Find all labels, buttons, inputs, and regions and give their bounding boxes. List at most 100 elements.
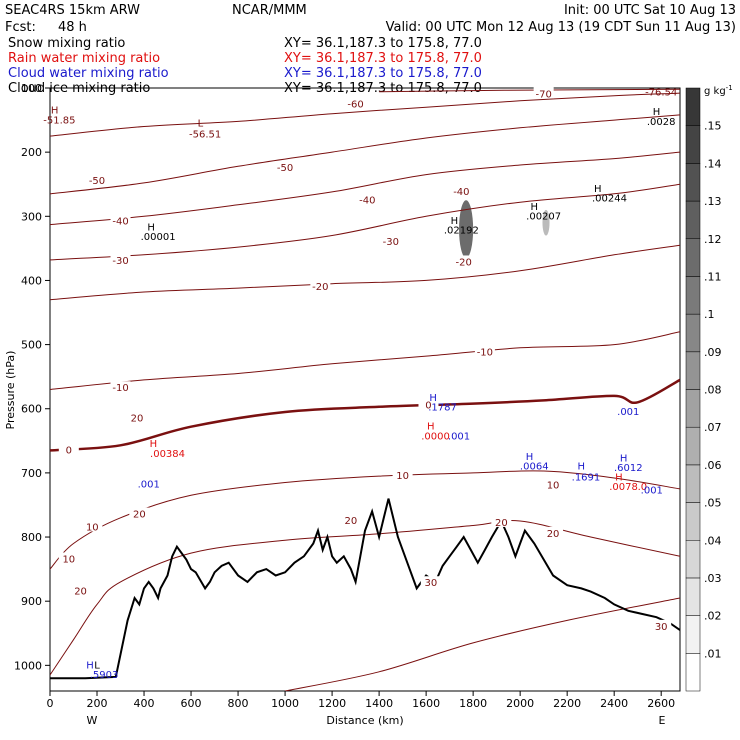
extremum-label: .00001 <box>141 232 176 243</box>
extremum-label: .1691 <box>572 473 601 484</box>
contour-label-bg <box>110 381 131 393</box>
isotherm-line <box>50 470 680 570</box>
x-tick-label: 1800 <box>459 697 487 710</box>
extremum-label: L <box>94 661 100 672</box>
contour-label: -10 <box>112 383 128 394</box>
isotherm-line <box>50 92 680 137</box>
contour-label-bg <box>110 214 131 226</box>
colorbar-cell <box>685 200 701 239</box>
colorbar-tick-label: .02 <box>704 610 722 623</box>
contour-label: -30 <box>112 256 128 267</box>
contour-label-bg <box>58 552 79 564</box>
colorbar-cell <box>685 276 701 315</box>
extremum-label: -56.51 <box>189 129 221 140</box>
extremum-label: .001 <box>138 480 160 491</box>
contour-label-bg <box>275 161 296 173</box>
contour-label: 10 <box>396 471 409 482</box>
contour-label-bg <box>345 97 366 109</box>
contour-label-bg <box>380 234 401 246</box>
extremum-label: H <box>147 222 155 233</box>
isotherm-line <box>50 183 680 261</box>
extremum-label: .6012 <box>614 463 643 474</box>
colorbar-tick-label: .14 <box>704 157 722 170</box>
plot-area: -70 -60 -50 -50 -40 -40 -40 -30 -30 -20 -20 -10 -10 0… <box>14 82 681 710</box>
extremum-label: H <box>594 184 602 195</box>
valid-time: Valid: 00 UTC Mon 12 Aug 13 (19 CDT Sun … <box>386 20 736 35</box>
colorbar-tick-label: .15 <box>704 120 722 133</box>
field-snow-xy: XY= 36.1,187.3 to 175.8, 77.0 <box>284 36 482 51</box>
colorbar-cell <box>685 540 701 579</box>
contour-label: -40 <box>359 195 375 206</box>
axes: 0 200 400 600 800 1000 1200 1400 1600 1800 2000 220… <box>14 82 675 710</box>
y-tick-label: 600 <box>21 403 42 416</box>
field-snow-name: Snow mixing ratio <box>8 36 125 51</box>
x-tick-label: 2000 <box>506 697 534 710</box>
contour-label: -30 <box>383 237 399 248</box>
extremum-label: .00384 <box>150 449 185 460</box>
forecast-label: Fcst: <box>5 20 36 35</box>
extremum-label: L <box>198 118 204 129</box>
x-tick-label: 2600 <box>647 697 675 710</box>
y-tick-label: 1000 <box>14 659 42 672</box>
colorbar-cell <box>685 313 701 353</box>
contour-label-bg <box>110 254 131 266</box>
shading-colorbar: g kg-1 .01 .02 .03 .04 .05 .06 .07 .08 .09 .1 .11.… <box>685 84 733 692</box>
contour-label-bg <box>340 514 361 526</box>
contour-label-bg <box>357 193 378 205</box>
x-tick-label: 800 <box>228 697 249 710</box>
colorbar-cell <box>685 426 701 466</box>
extremum-label: .001 <box>448 432 470 443</box>
field-rain-name: Rain water mixing ratio <box>8 51 160 66</box>
contour-label: 20 <box>74 587 87 598</box>
isotherm-line <box>50 114 680 195</box>
colorbar-cell <box>685 464 701 503</box>
x-tick-label: 1600 <box>412 697 440 710</box>
terrain-surface-line <box>50 498 680 680</box>
extremum-label: H <box>653 107 661 118</box>
header: SEAC4RS 15km ARW NCAR/MMM Init: 00 UTC S… <box>5 3 736 96</box>
extremum-label: .0000 <box>421 432 450 443</box>
contour-label-bg <box>543 526 564 538</box>
contour-label: -10 <box>477 347 493 358</box>
contour-label-bg <box>533 87 554 99</box>
extremum-label: .0028 <box>647 117 676 128</box>
contour-label: -20 <box>312 282 328 293</box>
colorbar-cell <box>685 577 701 616</box>
x-axis-label: Distance (km) <box>326 714 403 727</box>
contour-label-bg <box>418 398 439 410</box>
contour-label: 10 <box>62 554 75 565</box>
colorbar-cell <box>685 502 701 541</box>
extremum-label: .0 <box>638 482 648 493</box>
y-tick-label: 800 <box>21 531 42 544</box>
x-tick-label: 1200 <box>318 697 346 710</box>
contour-label-bg <box>451 184 472 196</box>
y-tick-label: 100 <box>21 82 42 95</box>
colorbar-cell <box>685 615 701 654</box>
colorbar-cell <box>685 351 701 390</box>
contour-label: 0 <box>425 401 431 412</box>
contour-label-bg <box>70 584 91 596</box>
contour-label: 20 <box>345 516 358 527</box>
contour-label: -20 <box>456 257 472 268</box>
x-tick-label: 200 <box>87 697 108 710</box>
colorbar-cell <box>685 238 701 277</box>
extremum-label: .001 <box>617 407 639 418</box>
colorbar-cell <box>685 653 701 692</box>
colorbar-tick-label: .01 <box>704 647 722 660</box>
extremum-label: H <box>427 421 435 432</box>
forecast-hour: 48 h <box>58 20 87 35</box>
contour-label-bg <box>82 520 103 532</box>
extremum-label: H <box>86 661 94 672</box>
contour-label: 20 <box>131 413 144 424</box>
isotherm-line <box>50 331 680 390</box>
colorbar-tick-label: .03 <box>704 572 722 585</box>
contour-label: -50 <box>89 176 105 187</box>
colorbar-cell <box>685 163 701 202</box>
colorbar-tick-label: .09 <box>704 346 722 359</box>
contour-label-bg <box>58 443 79 455</box>
colorbar-cell <box>685 125 701 164</box>
isotherm-line <box>50 378 680 452</box>
field-cloudwater-name: Cloud water mixing ratio <box>8 66 169 81</box>
extremum-label: .00207 <box>526 212 561 223</box>
